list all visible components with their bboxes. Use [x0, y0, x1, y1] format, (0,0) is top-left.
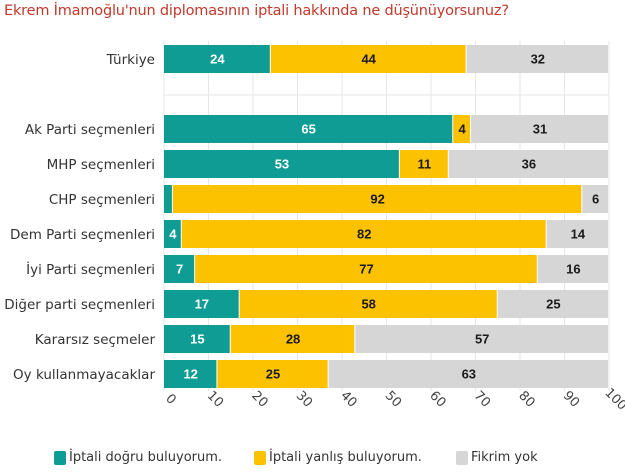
data-label: 63 [462, 367, 476, 382]
bar-segment [471, 115, 608, 143]
category-label: Diğer parti seçmenleri [4, 297, 155, 313]
data-label: 44 [361, 52, 376, 67]
data-label: 57 [475, 332, 489, 347]
data-label: 65 [301, 122, 315, 137]
legend-item-yanlis: İptali yanlış buluyorum. [254, 450, 422, 465]
data-label: 32 [531, 52, 545, 67]
bar-segment [497, 290, 608, 318]
category-label: Oy kullanmayacaklar [13, 367, 155, 383]
x-tick-label: 0 [162, 391, 178, 407]
data-label: 53 [275, 157, 289, 172]
bar-segment [164, 150, 399, 178]
legend-label-fikrim-yok: Fikrim yok [471, 450, 538, 465]
data-label: 14 [571, 227, 586, 242]
bar-segment [195, 255, 537, 283]
bar-segment [164, 290, 239, 318]
bar-segment [164, 360, 217, 388]
data-label: 4 [459, 122, 467, 137]
data-label: 6 [592, 192, 599, 207]
bar-segment [239, 290, 497, 318]
x-tick-label: 20 [248, 388, 270, 410]
data-label: 4 [169, 227, 177, 242]
legend-label-yanlis: İptali yanlış buluyorum. [269, 450, 422, 465]
bar-segment [181, 220, 546, 248]
category-label: CHP seçmenleri [49, 192, 155, 208]
bar-segment [164, 185, 172, 213]
data-label: 31 [533, 122, 547, 137]
data-label: 58 [361, 297, 375, 312]
bar-segment [448, 150, 608, 178]
data-label: 17 [195, 297, 209, 312]
x-tick-label: 30 [293, 388, 315, 410]
bar-segment [164, 325, 230, 353]
chart-title: Ekrem İmamoğlu'nun diplomasının iptali h… [4, 3, 509, 19]
legend: İptali doğru buluyorum. İptali yanlış bu… [0, 450, 625, 470]
bar-segment [582, 185, 608, 213]
data-label: 77 [359, 262, 373, 277]
category-label: İyi Parti seçmenleri [26, 260, 155, 278]
data-label: 16 [566, 262, 580, 277]
category-label: Türkiye [106, 52, 155, 68]
bar-segment [230, 325, 355, 353]
data-label: 25 [546, 297, 560, 312]
legend-swatch-fikrim-yok [456, 450, 468, 465]
data-label: 11 [417, 157, 431, 172]
x-tick-label: 10 [204, 388, 226, 410]
x-tick-label: 50 [382, 388, 404, 410]
x-tick-label: 80 [515, 388, 537, 410]
data-label: 24 [210, 52, 225, 67]
x-tick-label: 70 [471, 388, 493, 410]
bar-segment [164, 115, 453, 143]
bar-segment [537, 255, 608, 283]
category-label: Dem Parti seçmenleri [10, 227, 155, 243]
x-tick-label: 40 [337, 388, 359, 410]
x-tick-label: 100 [601, 385, 625, 413]
data-label: 15 [190, 332, 204, 347]
bar-segment [172, 185, 582, 213]
x-tick-label: 90 [560, 388, 582, 410]
category-label: Ak Parti seçmenleri [25, 122, 155, 138]
data-label: 12 [183, 367, 197, 382]
data-label: 28 [286, 332, 300, 347]
bar-segment [399, 150, 448, 178]
bar-segment [355, 325, 608, 353]
bar-segment [546, 220, 608, 248]
data-label: 92 [370, 192, 384, 207]
bar-segment [164, 220, 181, 248]
legend-item-dogru: İptali doğru buluyorum. [54, 450, 222, 465]
bar-segment [466, 45, 608, 73]
bar-segment [164, 255, 195, 283]
category-label: MHP seçmenleri [47, 157, 155, 173]
data-label: 25 [266, 367, 280, 382]
legend-swatch-dogru [54, 450, 66, 465]
legend-swatch-yanlis [254, 450, 266, 465]
data-label: 36 [522, 157, 536, 172]
data-label: 7 [176, 262, 183, 277]
data-label: 82 [357, 227, 371, 242]
bar-segment [270, 45, 466, 73]
legend-label-dogru: İptali doğru buluyorum. [69, 450, 223, 465]
x-tick-label: 60 [426, 388, 448, 410]
category-label: Kararsız seçmeler [35, 332, 156, 348]
legend-item-fikrim-yok: Fikrim yok [456, 450, 538, 465]
bar-segment [453, 115, 471, 143]
stacked-bar-chart: 24 44 32 Türkiye 65 4 31 Ak Parti seçmenleri 53 1… [4, 41, 625, 414]
bar-segment [328, 360, 608, 388]
bar-segment [217, 360, 328, 388]
bar-segment [164, 45, 270, 73]
